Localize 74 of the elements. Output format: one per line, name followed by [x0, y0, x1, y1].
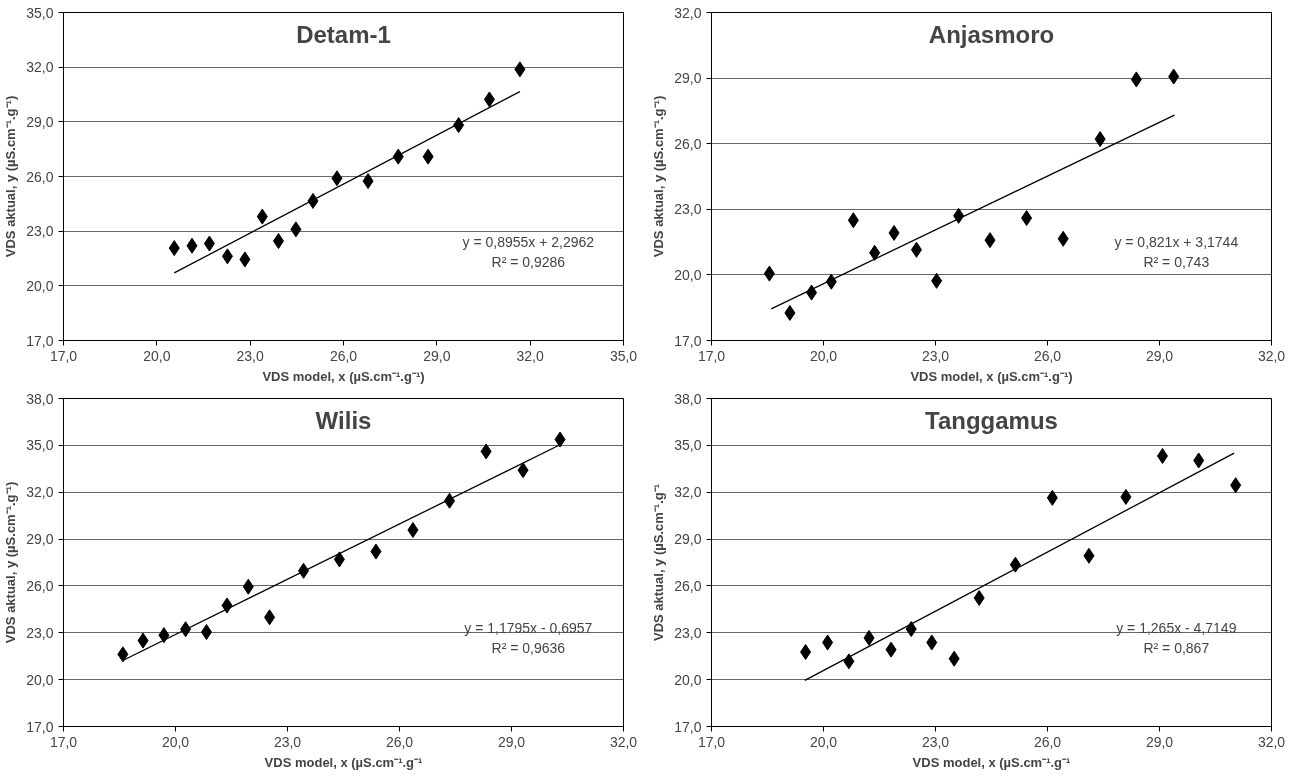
y-axis-title: VDS aktual, y (µS.cm⁻¹.g⁻¹ [651, 483, 667, 642]
y-tick-label: 17,0 [26, 332, 54, 349]
y-tick-label: 20,0 [26, 277, 54, 294]
y-tick-label: 26,0 [674, 135, 702, 152]
y-tick-label: 17,0 [26, 718, 54, 735]
x-tick-label: 29,0 [1145, 733, 1174, 750]
x-tick-label: 32,0 [516, 347, 544, 364]
y-tick-label: 32,0 [674, 4, 702, 21]
y-tick-label: 17,0 [674, 718, 702, 735]
x-axis-title: VDS model, x (µS.cm⁻¹.g⁻¹) [910, 368, 1073, 384]
x-tick-label: 32,0 [1257, 347, 1286, 364]
annotation: y = 0,8955x + 2,2962 [462, 234, 595, 251]
y-axis-title: VDS aktual, y (µS.cm⁻¹.g⁻¹) [3, 95, 19, 258]
y-tick-label: 29,0 [26, 113, 54, 130]
x-tick-label: 26,0 [1033, 733, 1062, 750]
x-tick-label: 26,0 [329, 347, 358, 364]
y-tick-label: 29,0 [674, 531, 702, 548]
y-tick-label: 35,0 [26, 4, 54, 21]
y-axis-title: VDS aktual, y (µS.cm⁻¹.g⁻¹) [651, 95, 667, 258]
y-axis-title: VDS aktual, y (µS.cm⁻¹.g⁻¹) [3, 481, 19, 644]
x-tick-label: 23,0 [921, 733, 950, 750]
x-tick-label: 17,0 [49, 733, 78, 750]
x-tick-label: 23,0 [236, 347, 264, 364]
x-tick-label: 32,0 [609, 733, 638, 750]
y-tick-label: 32,0 [26, 484, 54, 501]
y-tick-label: 38,0 [26, 390, 54, 407]
annotation: y = 1,265x - 4,7149 [1116, 620, 1237, 637]
chart-title: Tanggamus [925, 406, 1058, 434]
y-tick-label: 26,0 [674, 577, 702, 594]
x-tick-label: 29,0 [423, 347, 451, 364]
chart-title: Detam-1 [296, 20, 391, 48]
chart-title: Anjasmoro [928, 20, 1055, 48]
annotation: R² = 0,867 [1143, 640, 1210, 657]
annotation: y = 0,821x + 3,1744 [1114, 234, 1239, 251]
x-tick-label: 23,0 [921, 347, 950, 364]
y-tick-label: 20,0 [674, 671, 702, 688]
x-axis-title: VDS model, x (µS.cm⁻¹.g⁻¹ [912, 754, 1071, 770]
x-tick-label: 26,0 [385, 733, 414, 750]
y-tick-label: 23,0 [26, 624, 54, 641]
annotation: y = 1,1795x - 0,6957 [464, 620, 593, 637]
y-tick-label: 26,0 [26, 168, 54, 185]
x-tick-label: 20,0 [809, 347, 838, 364]
y-tick-label: 17,0 [674, 332, 702, 349]
x-tick-label: 17,0 [49, 347, 78, 364]
x-tick-label: 29,0 [497, 733, 526, 750]
annotation: R² = 0,9286 [491, 254, 566, 271]
x-axis-title: VDS model, x (µS.cm⁻¹.g⁻¹) [262, 368, 425, 384]
y-tick-label: 38,0 [674, 390, 702, 407]
x-tick-label: 20,0 [809, 733, 838, 750]
y-tick-label: 29,0 [26, 531, 54, 548]
x-tick-label: 26,0 [1033, 347, 1062, 364]
y-tick-label: 23,0 [674, 201, 702, 218]
annotation: R² = 0,743 [1143, 254, 1210, 271]
y-tick-label: 20,0 [26, 671, 54, 688]
x-tick-label: 20,0 [161, 733, 190, 750]
annotation: R² = 0,9636 [491, 640, 566, 657]
x-tick-label: 17,0 [697, 347, 726, 364]
chart-title: Wilis [315, 406, 372, 434]
y-tick-label: 23,0 [26, 223, 54, 240]
y-tick-label: 35,0 [674, 437, 702, 454]
y-tick-label: 35,0 [26, 437, 54, 454]
x-axis-title: VDS model, x (µS.cm⁻¹.g⁻¹ [264, 754, 423, 770]
x-tick-label: 32,0 [1257, 733, 1286, 750]
y-tick-label: 32,0 [674, 484, 702, 501]
y-tick-label: 26,0 [26, 577, 54, 594]
y-tick-label: 20,0 [674, 266, 702, 283]
y-tick-label: 29,0 [674, 70, 702, 87]
y-tick-label: 23,0 [674, 624, 702, 641]
x-tick-label: 20,0 [143, 347, 171, 364]
x-tick-label: 17,0 [697, 733, 726, 750]
x-tick-label: 29,0 [1145, 347, 1174, 364]
x-tick-label: 35,0 [609, 347, 638, 364]
x-tick-label: 23,0 [273, 733, 302, 750]
y-tick-label: 32,0 [26, 59, 54, 76]
